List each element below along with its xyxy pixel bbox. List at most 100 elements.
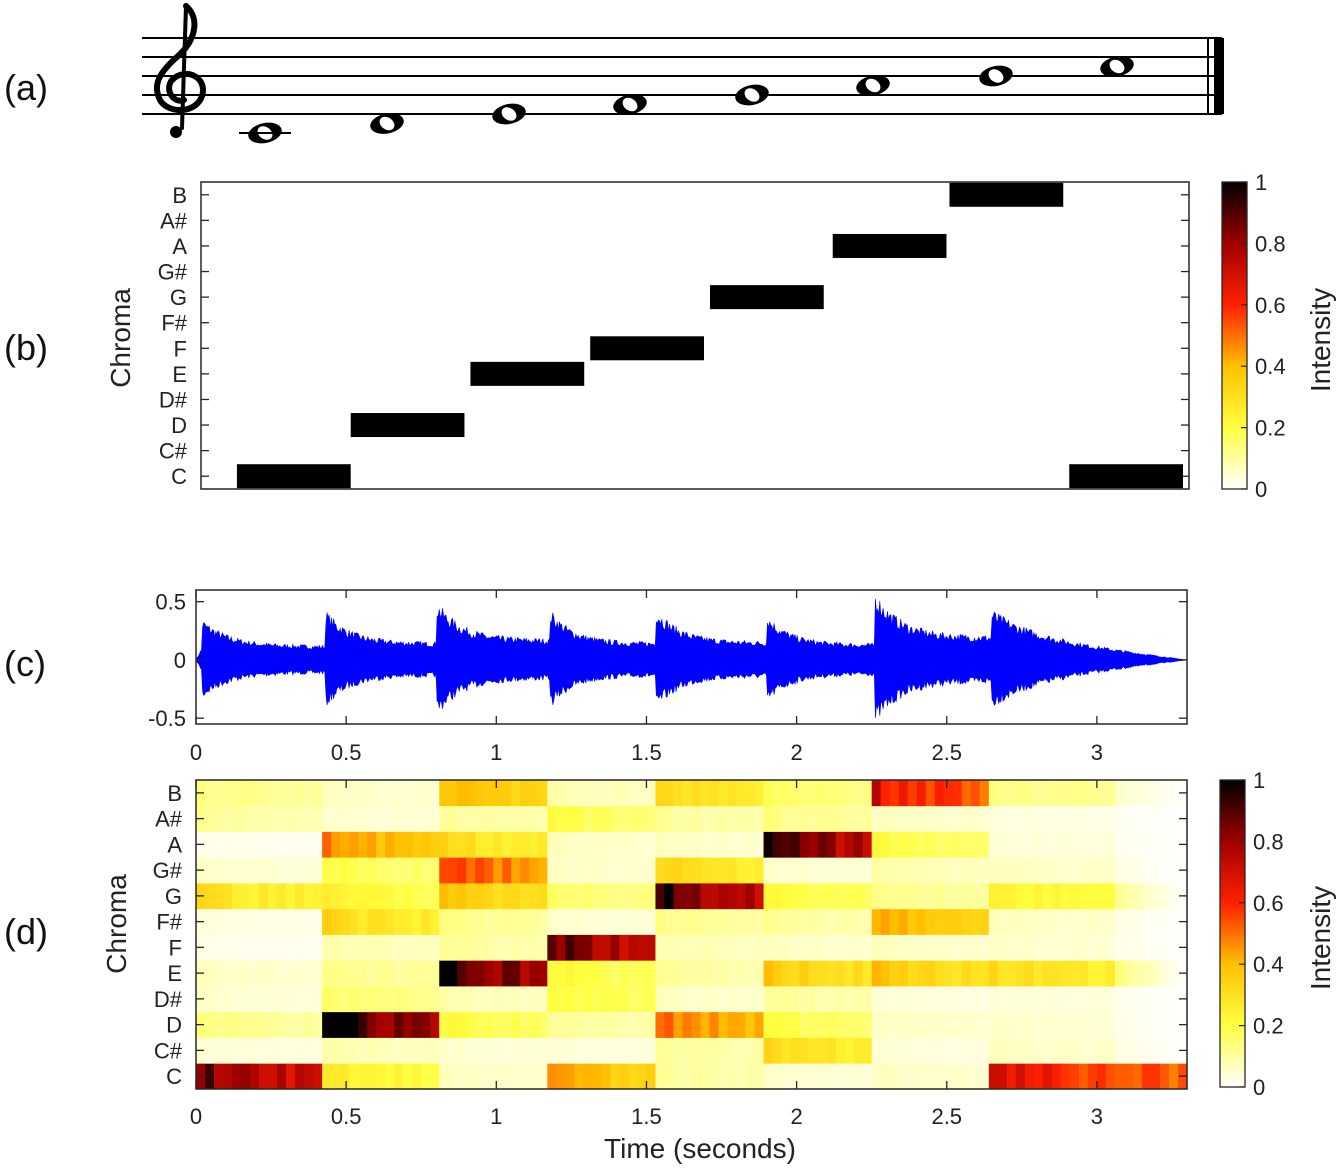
heat-cell-D [529, 1011, 539, 1038]
heat-cell-Gsharp [961, 857, 972, 884]
heat-cell-F [412, 934, 422, 961]
heat-cell-A [1123, 831, 1134, 858]
heat-cell-Csharp [1078, 1037, 1089, 1064]
heat-cell-Asharp [1141, 805, 1152, 832]
x-axis-title: Time (seconds) [604, 1133, 796, 1164]
heat-cell-Dsharp [529, 986, 539, 1013]
heat-cell-Dsharp [610, 986, 621, 1013]
heat-cell-Fsharp [952, 908, 963, 935]
heat-cell-F [502, 934, 512, 961]
heat-cell-D [232, 1011, 242, 1038]
heat-cell-Asharp [1078, 805, 1089, 832]
heat-cell-B [610, 780, 621, 807]
heat-cell-Csharp [331, 1037, 341, 1064]
heat-cell-Fsharp [250, 908, 260, 935]
heat-cell-G [556, 883, 566, 910]
heat-cell-E [817, 960, 828, 987]
heat-cell-Gsharp [1150, 857, 1161, 884]
heat-cell-Asharp [772, 805, 783, 832]
heat-cell-D [1069, 1011, 1080, 1038]
heat-cell-Csharp [943, 1037, 954, 1064]
heat-cell-E [385, 960, 395, 987]
heat-cell-F [781, 934, 792, 961]
whole-note-B4 [979, 65, 1013, 87]
heat-cell-C [772, 1063, 783, 1090]
heat-cell-B [1159, 780, 1170, 807]
heat-cell-E [1015, 960, 1026, 987]
heat-cell-Gsharp [1033, 857, 1044, 884]
heat-cell-E [439, 960, 449, 987]
heat-cell-E [1033, 960, 1044, 987]
heat-cell-Fsharp [1051, 908, 1062, 935]
heat-cell-Fsharp [880, 908, 891, 935]
heat-cell-Gsharp [610, 857, 621, 884]
heat-cell-Gsharp [817, 857, 828, 884]
chromagram-frame [195, 779, 1188, 1090]
heat-cell-F [223, 934, 233, 961]
heat-cell-C [1033, 1063, 1044, 1090]
heat-cell-Asharp [286, 805, 296, 832]
heat-cell-F [421, 934, 431, 961]
heat-cell-B [673, 780, 684, 807]
waveform-x-tick-label: 2.5 [931, 740, 962, 765]
heat-cell-Dsharp [952, 986, 963, 1013]
heat-cell-Dsharp [1015, 986, 1026, 1013]
heat-cell-E [475, 960, 485, 987]
heat-cell-D [556, 1011, 566, 1038]
heat-cell-B [925, 780, 936, 807]
heat-cell-Dsharp [772, 986, 783, 1013]
heat-cell-C [457, 1063, 467, 1090]
heat-cell-F [520, 934, 530, 961]
heat-cell-Fsharp [817, 908, 828, 935]
musical-score [142, 3, 1224, 144]
heat-cell-F [259, 934, 269, 961]
heat-cell-Asharp [943, 805, 954, 832]
heat-cell-B [277, 780, 287, 807]
heat-cell-D [817, 1011, 828, 1038]
heat-cell-E [853, 960, 864, 987]
heat-cell-A [709, 831, 720, 858]
heat-cell-G [1042, 883, 1053, 910]
heat-cell-G [997, 883, 1008, 910]
heat-cell-Dsharp [430, 986, 440, 1013]
heat-cell-D [826, 1011, 837, 1038]
heat-cell-F [1123, 934, 1134, 961]
heat-cell-Csharp [493, 1037, 503, 1064]
heat-cell-Csharp [574, 1037, 584, 1064]
heat-cell-Csharp [349, 1037, 359, 1064]
heat-cell-Gsharp [1141, 857, 1152, 884]
heat-cell-C [394, 1063, 404, 1090]
heat-cell-D [988, 1011, 999, 1038]
heat-cell-F [430, 934, 440, 961]
heat-cell-G [259, 883, 269, 910]
heat-cell-F [727, 934, 738, 961]
heat-cell-Gsharp [214, 857, 224, 884]
heat-cell-D [637, 1011, 648, 1038]
chromagram-colorbar-tick-label: 1 [1253, 768, 1265, 793]
heat-cell-Dsharp [862, 986, 873, 1013]
heat-cell-C [466, 1063, 476, 1090]
y-tick-label-B: B [167, 781, 182, 806]
heat-cell-D [1114, 1011, 1125, 1038]
heat-cell-E [1078, 960, 1089, 987]
heat-cell-G [574, 883, 584, 910]
heat-cell-E [232, 960, 242, 987]
heat-cell-G [241, 883, 251, 910]
heat-cell-C [592, 1063, 603, 1090]
heat-cell-C [331, 1063, 341, 1090]
heat-cell-F [403, 934, 413, 961]
heat-cell-Asharp [268, 805, 278, 832]
heat-cell-Asharp [349, 805, 359, 832]
heat-cell-Asharp [511, 805, 521, 832]
heat-cell-Gsharp [889, 857, 900, 884]
heat-cell-G [1141, 883, 1152, 910]
heat-cell-Dsharp [727, 986, 738, 1013]
heat-cell-Fsharp [736, 908, 747, 935]
heat-cell-Asharp [1114, 805, 1125, 832]
heat-cell-E [358, 960, 368, 987]
heat-cell-B [286, 780, 296, 807]
heat-cell-Csharp [448, 1037, 458, 1064]
heat-cell-D [1168, 1011, 1179, 1038]
heat-cell-C [547, 1063, 557, 1090]
heat-cell-Asharp [547, 805, 557, 832]
